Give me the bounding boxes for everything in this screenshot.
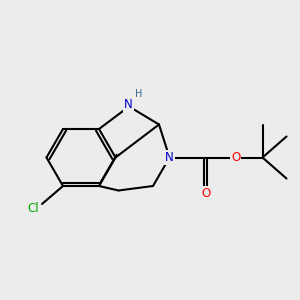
Text: Cl: Cl [27, 202, 39, 215]
Text: N: N [165, 151, 174, 164]
Text: H: H [135, 89, 142, 99]
Text: N: N [124, 98, 133, 111]
Text: O: O [231, 151, 240, 164]
Text: O: O [201, 187, 210, 200]
